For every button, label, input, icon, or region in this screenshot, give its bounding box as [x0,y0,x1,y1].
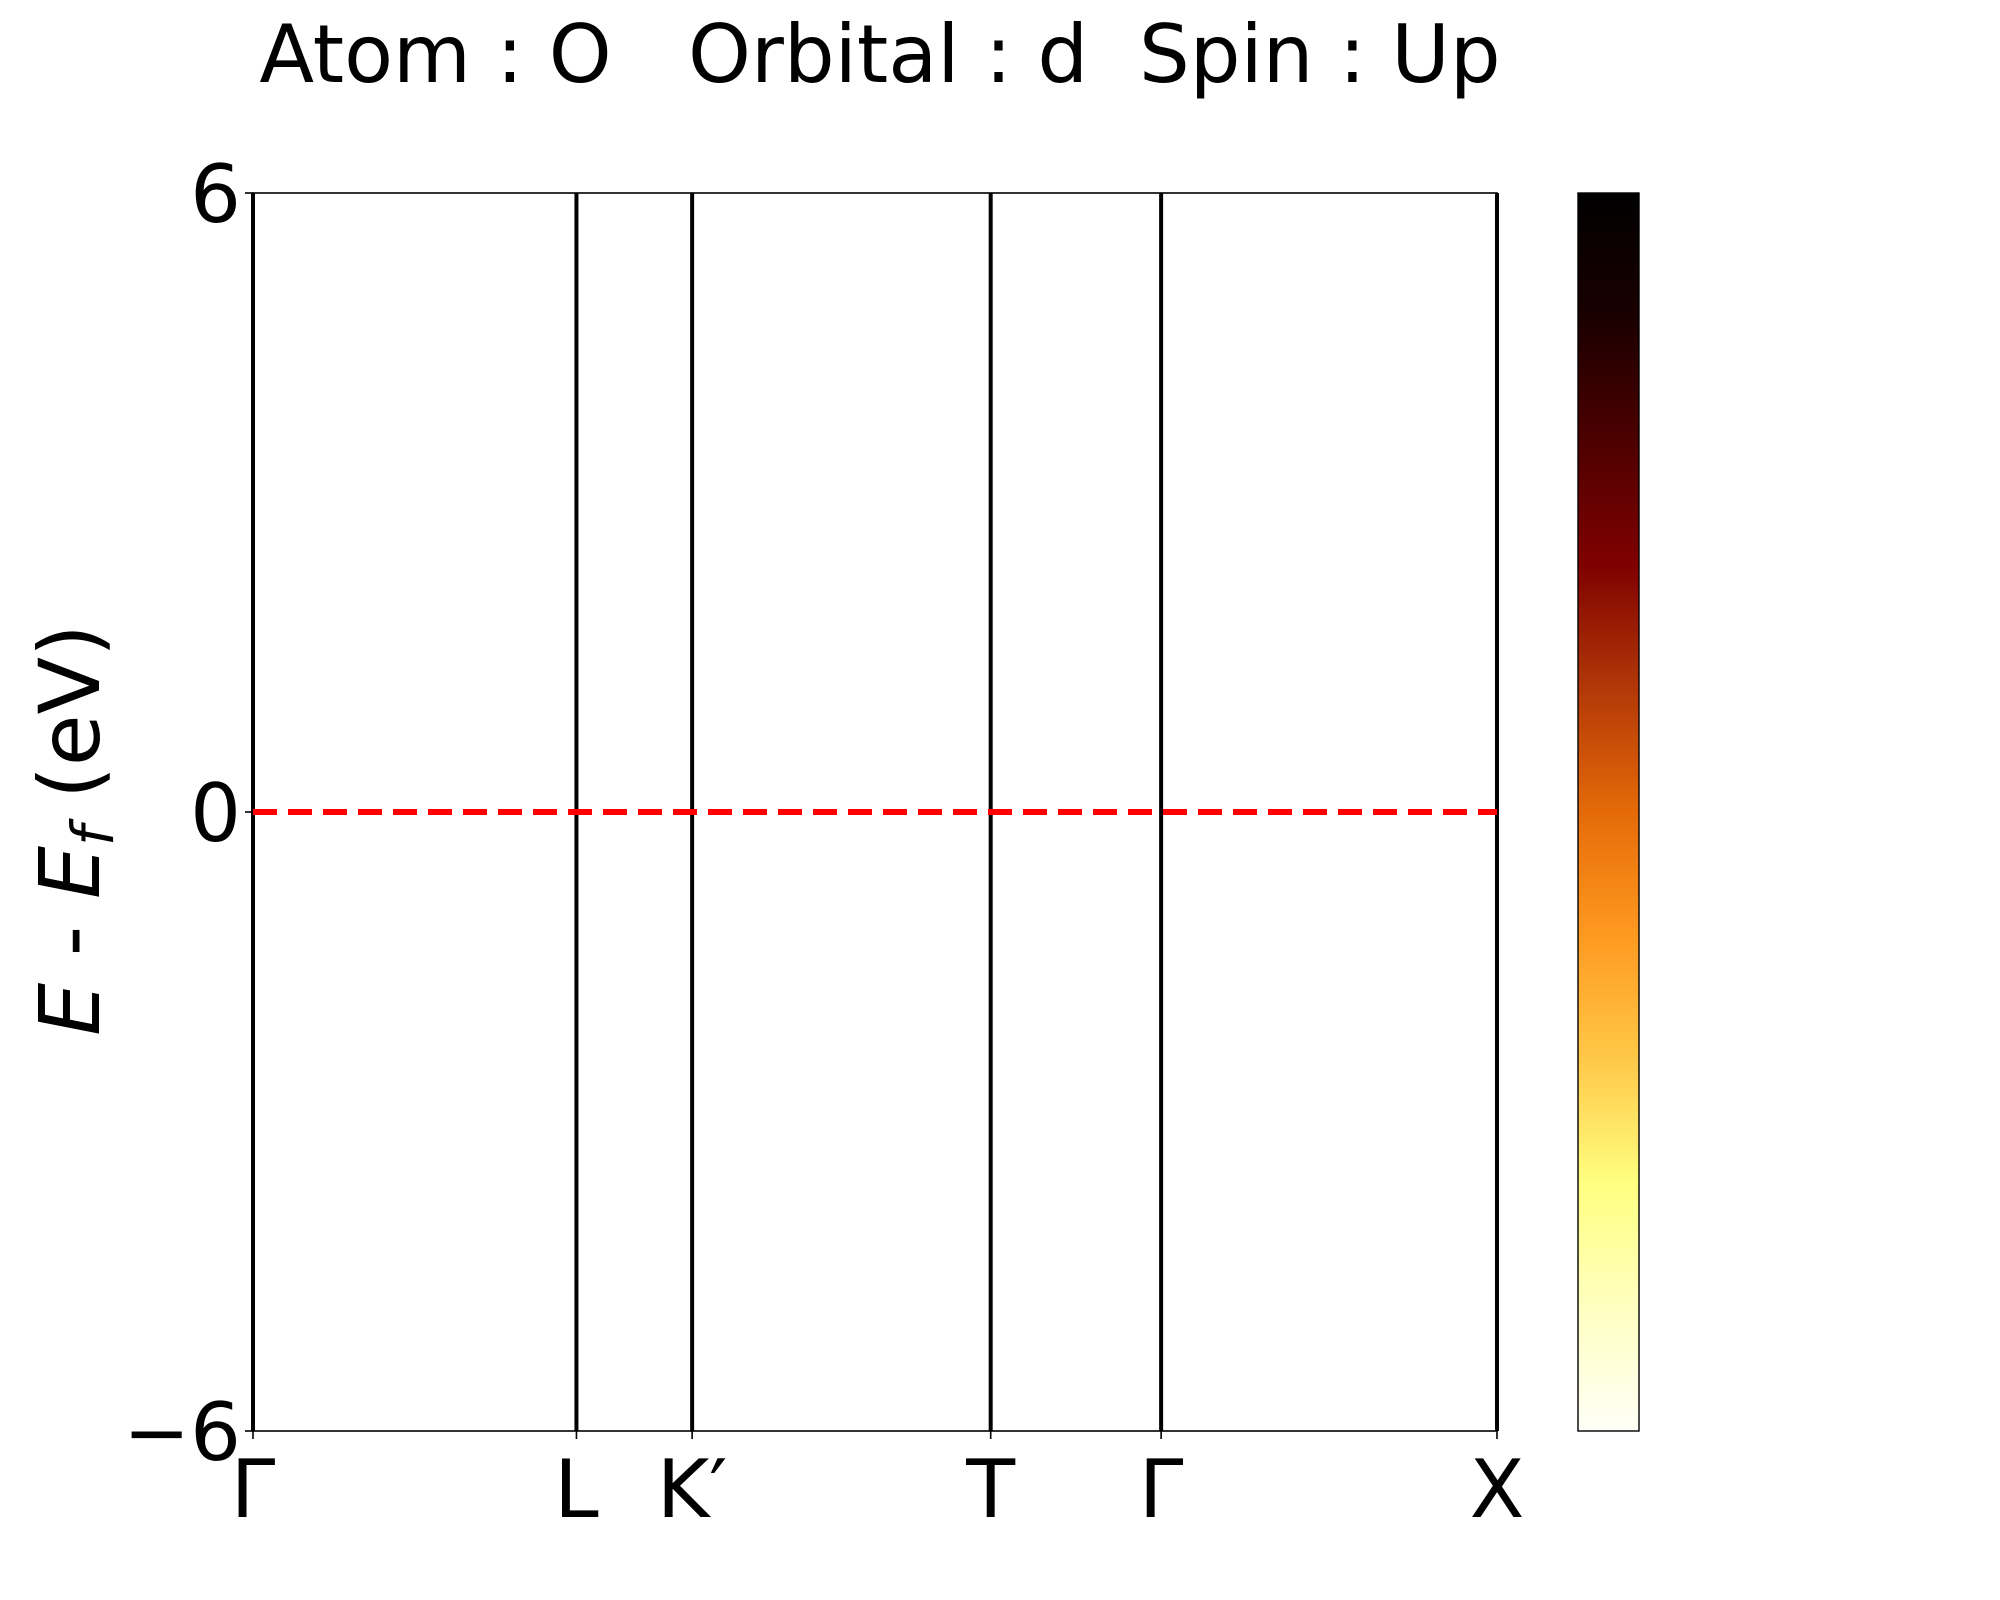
chart-title: Atom : O Orbital : d Spin : Up [259,8,1501,101]
x-tick-label: K′ [657,1443,728,1536]
y-tick-label: 6 [190,148,241,241]
x-tick-label: Γ [1139,1443,1184,1536]
colorbar-gradient [1577,192,1640,1432]
x-tick-label: T [965,1443,1016,1536]
x-tick-label: L [554,1443,599,1536]
y-tick-label: 0 [190,767,241,860]
plot-area: Γ L K′ T Γ X 6 0 −6 [123,148,1524,1536]
x-tick-label: Γ [231,1443,276,1536]
y-tick-label: −6 [123,1386,241,1479]
x-tick-label: X [1470,1443,1525,1536]
colorbar [1577,192,1640,1432]
